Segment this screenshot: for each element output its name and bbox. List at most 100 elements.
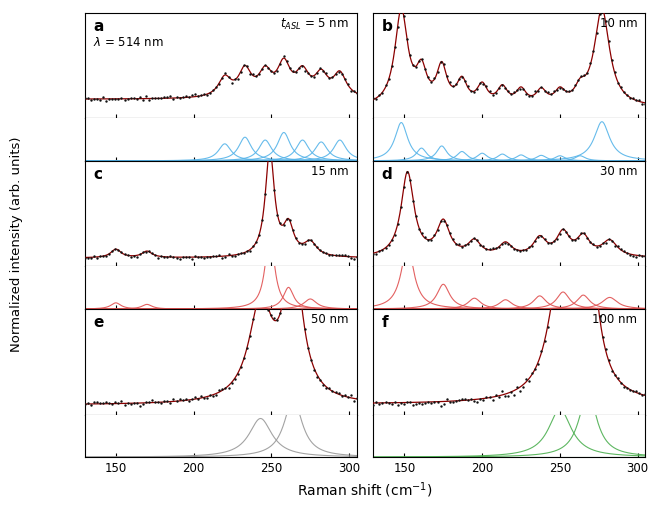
- Point: [552, 235, 562, 243]
- Point: [524, 243, 535, 251]
- Point: [153, 253, 164, 262]
- Point: [588, 240, 599, 248]
- Point: [478, 242, 488, 250]
- Point: [628, 387, 638, 395]
- Point: [539, 235, 550, 243]
- Point: [312, 69, 322, 77]
- Point: [233, 75, 243, 83]
- Point: [278, 52, 289, 60]
- Point: [564, 278, 574, 286]
- Point: [582, 216, 593, 224]
- Point: [125, 93, 136, 102]
- Point: [606, 367, 617, 375]
- Point: [438, 60, 449, 68]
- Point: [312, 373, 322, 382]
- Point: [98, 93, 108, 102]
- Point: [233, 250, 243, 259]
- Point: [610, 69, 620, 77]
- Point: [475, 395, 486, 403]
- Point: [542, 323, 553, 331]
- Point: [457, 73, 467, 81]
- Point: [244, 70, 255, 78]
- Point: [331, 251, 341, 259]
- Point: [537, 83, 547, 91]
- Point: [220, 69, 231, 77]
- Point: [512, 246, 522, 254]
- Point: [171, 254, 182, 262]
- Point: [503, 240, 513, 248]
- Point: [104, 250, 115, 258]
- Point: [202, 91, 213, 99]
- Point: [83, 399, 93, 407]
- Point: [288, 226, 298, 234]
- Point: [312, 243, 322, 251]
- Point: [89, 398, 99, 406]
- Point: [266, 152, 276, 160]
- Point: [273, 67, 283, 75]
- Point: [211, 391, 222, 399]
- Point: [174, 255, 185, 263]
- Point: [552, 85, 562, 93]
- Point: [199, 394, 209, 402]
- Point: [324, 384, 334, 392]
- Point: [257, 65, 267, 73]
- Point: [640, 100, 651, 108]
- Point: [389, 231, 400, 239]
- Point: [567, 281, 577, 289]
- Point: [396, 399, 406, 407]
- Point: [153, 398, 164, 406]
- Point: [380, 81, 391, 89]
- Point: [297, 304, 307, 312]
- Point: [579, 71, 589, 79]
- Point: [600, 345, 611, 353]
- Point: [181, 92, 191, 101]
- Point: [183, 397, 194, 405]
- Point: [251, 304, 261, 312]
- Point: [205, 253, 215, 261]
- Point: [351, 253, 362, 261]
- Point: [275, 60, 286, 68]
- Point: [414, 399, 424, 407]
- Point: [606, 237, 617, 245]
- Point: [445, 230, 455, 238]
- Point: [393, 23, 403, 31]
- Point: [351, 394, 362, 402]
- Point: [134, 250, 145, 258]
- Point: [539, 87, 550, 95]
- Point: [110, 245, 121, 253]
- Point: [408, 401, 419, 409]
- Point: [506, 388, 516, 396]
- Point: [548, 287, 559, 295]
- Point: [150, 398, 160, 406]
- Point: [420, 233, 430, 241]
- Point: [278, 295, 289, 303]
- Point: [423, 73, 434, 81]
- Point: [303, 236, 313, 244]
- Point: [123, 94, 133, 103]
- Point: [518, 383, 528, 391]
- Point: [95, 399, 105, 407]
- Point: [183, 92, 194, 101]
- Point: [402, 398, 412, 406]
- Point: [557, 262, 568, 270]
- Point: [374, 91, 385, 100]
- Point: [239, 61, 249, 69]
- Point: [445, 78, 455, 86]
- Point: [318, 67, 329, 75]
- Point: [405, 398, 415, 406]
- Point: [564, 87, 574, 96]
- Point: [248, 242, 258, 250]
- Point: [242, 344, 252, 352]
- Point: [393, 220, 403, 228]
- Point: [239, 354, 249, 362]
- Point: [445, 398, 455, 406]
- Point: [333, 251, 344, 259]
- Point: [625, 251, 636, 259]
- Point: [466, 87, 477, 95]
- Point: [80, 94, 90, 102]
- Point: [509, 391, 519, 399]
- Point: [604, 37, 614, 45]
- Point: [518, 246, 528, 254]
- Point: [570, 236, 580, 244]
- Point: [484, 87, 495, 95]
